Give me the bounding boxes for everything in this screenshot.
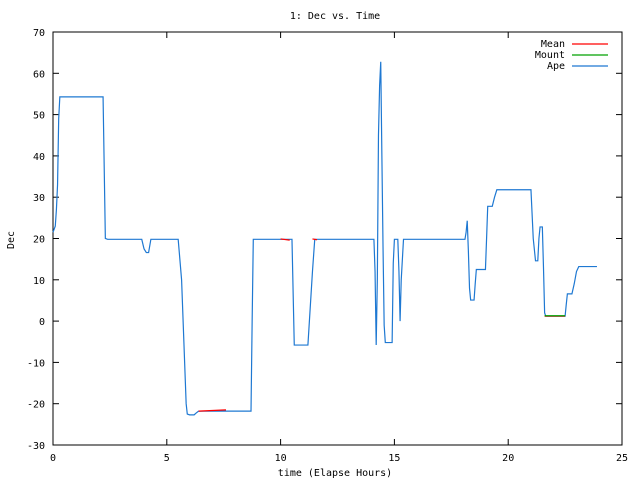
x-tick-label: 15 (388, 453, 400, 464)
y-tick-label: 10 (33, 276, 45, 287)
legend-label: Mount (535, 50, 565, 61)
series-segment-mean (312, 238, 318, 241)
y-tick-label: -10 (27, 358, 45, 369)
series-layer (52, 61, 597, 416)
x-tick-label: 20 (502, 453, 514, 464)
legend-label: Ape (547, 61, 565, 72)
y-axis-label: Dec (6, 231, 17, 249)
series-segment-mean (280, 238, 290, 241)
y-tick-label: 20 (33, 235, 45, 246)
x-axis-label: time (Elapse Hours) (278, 468, 392, 479)
y-tick-label: -30 (27, 441, 45, 452)
x-tick-label: 10 (275, 453, 287, 464)
x-tick-label: 5 (164, 453, 170, 464)
y-tick-label: 0 (39, 317, 45, 328)
axes: -30 -20 -10 0 10 20 30 40 50 60 70 0 5 10 15 20 25 (27, 28, 628, 464)
legend-label: Mean (541, 39, 565, 50)
series-segment-mean (198, 409, 227, 412)
x-tick-label: 0 (50, 453, 56, 464)
y-tick-label: 30 (33, 193, 45, 204)
y-tick-label: 50 (33, 111, 45, 122)
y-tick-label: 70 (33, 28, 45, 39)
y-tick-label: 60 (33, 69, 45, 80)
chart-title: 1: Dec vs. Time (290, 11, 380, 22)
y-tick-label: 40 (33, 152, 45, 163)
series-line-ape (52, 61, 597, 416)
y-tick-label: -20 (27, 400, 45, 411)
plot-frame (52, 31, 623, 446)
x-tick-label: 25 (616, 453, 628, 464)
